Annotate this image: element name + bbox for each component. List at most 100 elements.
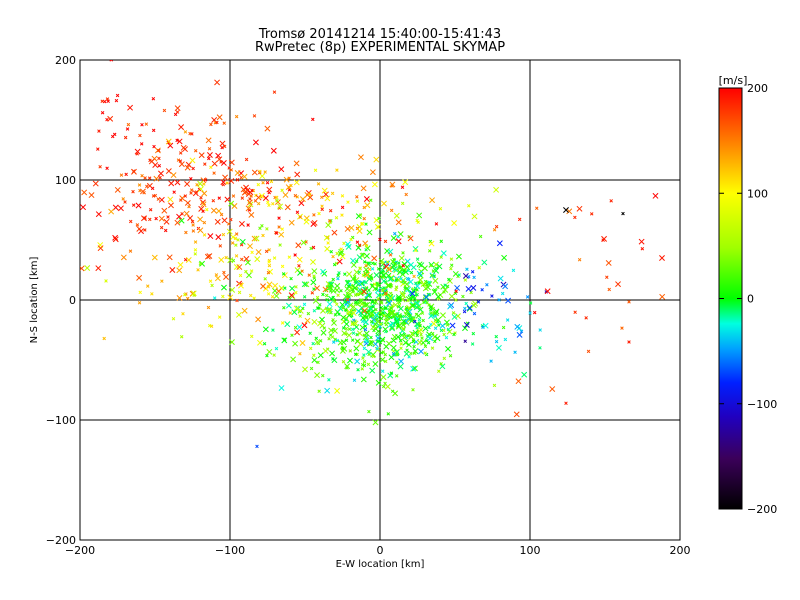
data-point	[105, 97, 110, 101]
data-point	[215, 152, 222, 159]
data-point	[393, 212, 400, 219]
data-point	[193, 252, 198, 256]
data-point	[282, 191, 289, 198]
data-point	[267, 268, 274, 275]
data-point	[437, 323, 441, 327]
data-point	[601, 238, 605, 242]
x-tick-label: 200	[670, 544, 691, 557]
data-point	[322, 191, 329, 198]
data-point	[293, 179, 300, 186]
data-point	[293, 193, 298, 198]
data-point	[511, 268, 516, 273]
data-point	[429, 311, 434, 315]
data-point	[266, 270, 271, 275]
data-point	[182, 146, 188, 153]
data-point	[308, 331, 312, 336]
data-point	[332, 327, 338, 334]
data-point	[140, 122, 144, 127]
data-point	[197, 186, 204, 192]
data-point	[358, 266, 362, 270]
data-point	[202, 233, 207, 237]
data-point	[351, 290, 355, 294]
data-point	[371, 305, 376, 309]
data-point	[387, 321, 394, 328]
data-point	[131, 189, 135, 194]
data-point	[344, 241, 351, 248]
data-point	[490, 294, 494, 298]
data-point	[235, 311, 242, 318]
data-point	[271, 202, 275, 206]
data-point	[227, 294, 234, 301]
data-point	[412, 319, 417, 324]
data-point	[422, 325, 429, 332]
data-point	[427, 249, 432, 253]
data-point	[367, 409, 371, 414]
data-point	[372, 298, 379, 305]
data-point	[421, 318, 425, 323]
data-point	[395, 360, 399, 364]
data-point	[296, 256, 303, 263]
data-point	[344, 338, 349, 343]
data-point	[358, 280, 365, 287]
data-point	[346, 294, 350, 299]
data-point	[423, 294, 430, 300]
data-point	[319, 316, 325, 323]
data-point	[229, 286, 236, 293]
data-point	[476, 300, 481, 304]
data-point	[439, 322, 446, 329]
data-point	[371, 354, 376, 359]
data-point	[428, 305, 433, 309]
data-point	[327, 219, 332, 223]
data-point	[465, 285, 472, 292]
data-point	[312, 213, 316, 217]
data-point	[442, 356, 447, 361]
data-point	[229, 168, 234, 172]
data-point	[187, 215, 194, 222]
data-point	[386, 412, 391, 416]
data-point	[563, 207, 569, 213]
data-point	[363, 327, 368, 332]
data-point	[341, 306, 345, 310]
data-point	[189, 176, 193, 181]
data-point	[234, 170, 241, 176]
data-point	[528, 311, 532, 315]
data-point	[640, 247, 645, 251]
data-point	[449, 266, 453, 271]
data-point	[406, 298, 410, 303]
data-point	[166, 254, 173, 261]
data-point	[228, 200, 235, 207]
data-point	[212, 296, 217, 300]
data-point	[389, 208, 394, 213]
data-point	[535, 206, 539, 210]
data-point	[267, 263, 272, 268]
data-point	[241, 173, 248, 180]
data-point	[272, 256, 277, 260]
data-point	[343, 272, 347, 276]
data-point	[387, 295, 394, 302]
data-point	[388, 354, 395, 361]
data-point	[369, 367, 376, 374]
data-point	[114, 98, 119, 103]
data-point	[174, 105, 181, 112]
data-point	[198, 152, 205, 159]
data-point	[331, 295, 335, 300]
data-point	[196, 268, 200, 272]
data-point	[97, 129, 101, 133]
data-point	[224, 255, 228, 260]
data-point	[150, 186, 155, 191]
data-point	[346, 284, 351, 288]
data-point	[209, 122, 213, 127]
data-point	[399, 276, 403, 281]
data-point	[294, 290, 298, 295]
data-point	[191, 229, 196, 233]
data-point	[394, 287, 398, 292]
data-point	[467, 204, 471, 208]
data-point	[344, 326, 349, 331]
data-point	[215, 208, 222, 214]
data-point	[407, 278, 414, 285]
data-point	[221, 217, 228, 224]
data-point	[234, 232, 239, 236]
data-point	[294, 285, 298, 289]
data-point	[136, 225, 143, 232]
data-point	[199, 195, 203, 200]
